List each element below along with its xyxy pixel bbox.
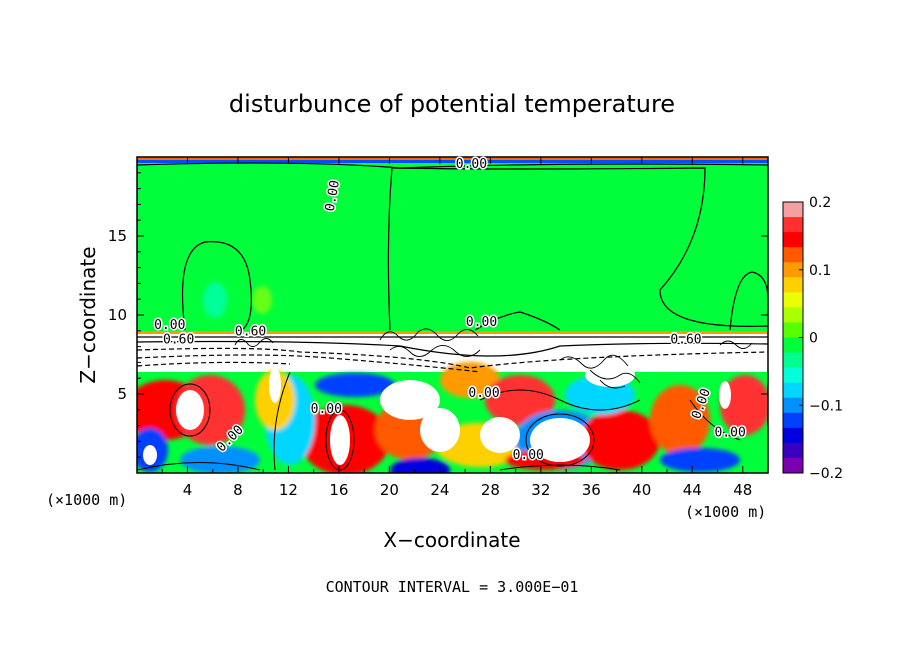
contour-label-halo: 0.00	[154, 318, 185, 333]
x-tick-label: 48	[733, 481, 752, 499]
z-unit-label: (×1000 m)	[46, 491, 127, 509]
contour-label: 0.00	[456, 157, 487, 172]
contour-label-halo: 0.00	[468, 386, 499, 401]
colorbar-swatch	[783, 382, 803, 399]
upper-neutral-region	[137, 157, 768, 335]
colorbar-swatch	[783, 397, 803, 414]
colorbar	[783, 202, 803, 474]
x-unit-label: (×1000 m)	[685, 503, 766, 521]
colorbar-swatch	[783, 292, 803, 308]
contour-label: 0.00	[513, 448, 544, 463]
top-band-blue	[137, 160, 768, 163]
chart-title: disturbunce of potential temperature	[229, 90, 675, 118]
colorbar-swatch	[783, 457, 803, 474]
x-tick-label: 16	[329, 481, 348, 499]
y-axis: 5 10 15	[108, 172, 768, 458]
contour-label-halo: 0.60	[235, 325, 266, 340]
colorbar-swatch	[783, 262, 803, 278]
x-tick-label: 28	[481, 481, 500, 499]
colorbar-swatch	[783, 307, 803, 323]
colorbar-swatch	[783, 427, 803, 444]
contour-label-halo: 0.00	[466, 315, 497, 330]
colorbar-swatch	[783, 322, 803, 338]
contour-label-halo: 0.60	[670, 332, 701, 347]
contour-label-halo: 0.00	[714, 426, 745, 441]
colorbar-ticks: 0.2 0.1 0 −0.1 −0.2	[799, 195, 843, 482]
y-axis-label: Z−coordinate	[76, 246, 100, 383]
contour-label-halo: 0.00	[456, 157, 487, 172]
contour-lines	[137, 162, 768, 373]
plot-area	[137, 157, 768, 473]
contour-label-halo: 0.60	[163, 332, 194, 347]
inversion-top-stripe	[137, 331, 768, 334]
x-axis-label: X−coordinate	[383, 528, 520, 552]
colorbar-swatch	[783, 352, 803, 369]
contour-label: 0.00	[154, 318, 185, 333]
contour-label: 0.00	[468, 386, 499, 401]
x-tick-label: 20	[380, 481, 399, 499]
contour-label-halo: 0.00	[513, 448, 544, 463]
colorbar-swatch	[783, 367, 803, 384]
top-band	[137, 157, 768, 160]
colorbar-tick-label: −0.2	[809, 466, 843, 482]
x-tick-label: 8	[233, 481, 243, 499]
x-tick-label: 12	[279, 481, 298, 499]
contour-label: 0.60	[670, 332, 701, 347]
contour-label-halo: 0.00	[323, 179, 343, 212]
x-tick-label: 32	[531, 481, 550, 499]
colorbar-tick-label: −0.1	[809, 398, 843, 414]
colorbar-swatch	[783, 232, 803, 248]
lower-contours	[137, 371, 741, 471]
contour-label: 0.60	[235, 325, 266, 340]
contour-interval-text: CONTOUR INTERVAL = 3.000E−01	[326, 578, 579, 596]
contour-label: 0.00	[311, 402, 342, 417]
y-tick-label: 5	[117, 385, 127, 403]
colorbar-swatch	[783, 442, 803, 459]
y-tick-label: 10	[108, 306, 127, 324]
x-tick-label: 4	[183, 481, 193, 499]
x-tick-label: 24	[430, 481, 449, 499]
colorbar-swatch	[783, 277, 803, 293]
boundary-layer-field	[137, 362, 768, 473]
upper-warm-anomaly	[252, 286, 272, 314]
x-tick-label: 44	[683, 481, 702, 499]
contour-label: 0.00	[323, 179, 343, 212]
contour-label-halo: 0.00	[311, 402, 342, 417]
colorbar-swatch	[783, 202, 803, 218]
colorbar-swatch	[783, 217, 803, 233]
colorbar-swatch	[783, 247, 803, 263]
colorbar-tick-label: 0.1	[809, 263, 831, 279]
contour-label: 0.00	[714, 426, 745, 441]
x-tick-label: 40	[632, 481, 651, 499]
contour-label: 0.60	[163, 332, 194, 347]
x-axis: 4 8 12 16 20 24 28 32 36 40 44 48	[161, 157, 752, 499]
colorbar-swatch	[783, 412, 803, 429]
y-tick-label: 15	[108, 227, 127, 245]
colorbar-tick-label: 0.2	[809, 195, 831, 211]
contour-clusters	[234, 328, 753, 389]
colorbar-swatch	[783, 337, 803, 354]
contour-label: 0.00	[466, 315, 497, 330]
x-tick-label: 36	[582, 481, 601, 499]
colorbar-tick-label: 0	[809, 331, 818, 347]
upper-cool-anomaly	[203, 282, 227, 318]
